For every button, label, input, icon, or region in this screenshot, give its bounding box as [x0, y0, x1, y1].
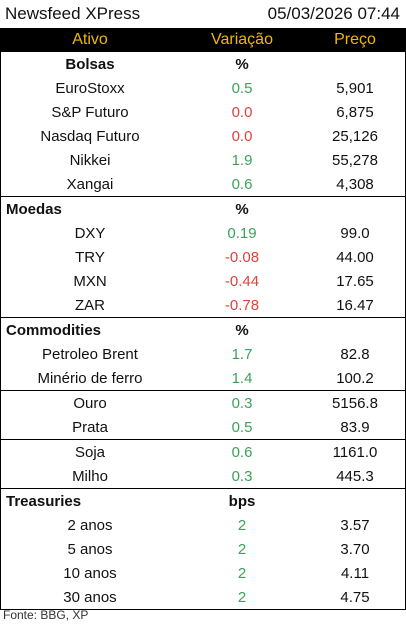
section-unit: % [235, 200, 249, 218]
table-row: Petroleo Brent 1.7 82.8 [1, 342, 405, 366]
change-value: 0.19 [227, 224, 257, 242]
price-value: 99.0 [340, 224, 370, 242]
timestamp: 05/03/2026 07:44 [267, 3, 400, 23]
asset-name: Ouro [73, 394, 107, 412]
asset-name: EuroStoxx [55, 79, 125, 97]
section-header-moedas: Moedas % [1, 196, 405, 221]
price-value: 5,901 [336, 79, 374, 97]
change-value: 2 [237, 564, 247, 582]
section-unit: % [235, 55, 249, 73]
asset-name: MXN [73, 272, 107, 290]
price-value: 100.2 [336, 369, 374, 387]
change-value: 0.6 [231, 443, 253, 461]
price-value: 17.65 [336, 272, 374, 290]
change-value: 0.3 [231, 394, 253, 412]
column-header-price: Preço [334, 31, 376, 48]
price-value: 83.9 [340, 418, 370, 436]
change-value: 2 [237, 588, 247, 606]
change-value: 1.7 [231, 345, 253, 363]
section-header-commodities: Commodities % [1, 317, 405, 342]
page-title: Newsfeed XPress [5, 3, 141, 23]
section-title: Moedas [6, 200, 62, 218]
change-value: 0.3 [231, 467, 253, 485]
section-header-bolsas: Bolsas % [1, 52, 405, 76]
asset-name: 2 anos [67, 516, 113, 534]
column-header-asset: Ativo [72, 31, 108, 48]
change-value: 1.4 [231, 369, 253, 387]
asset-name: Petroleo Brent [42, 345, 138, 363]
price-value: 4.11 [340, 564, 370, 582]
asset-name: DXY [74, 224, 106, 242]
table-row: Nikkei 1.9 55,278 [1, 148, 405, 172]
price-value: 4,308 [336, 175, 374, 193]
change-value: 1.9 [231, 151, 253, 169]
asset-name: Xangai [66, 175, 114, 193]
asset-name: ZAR [75, 296, 105, 314]
source-note: Fonte: BBG, XP [3, 608, 89, 622]
price-value: 44.00 [336, 248, 374, 266]
asset-name: S&P Futuro [51, 103, 129, 121]
market-table: Ativo Variação Preço Bolsas % EuroStoxx … [0, 28, 406, 610]
column-header-row: Ativo Variação Preço [1, 28, 405, 52]
table-row: Minério de ferro 1.4 100.2 [1, 366, 405, 390]
change-value: 0.6 [231, 175, 253, 193]
table-row: TRY -0.08 44.00 [1, 245, 405, 269]
section-title: Treasuries [6, 492, 82, 510]
table-row: DXY 0.19 99.0 [1, 221, 405, 245]
asset-name: Prata [72, 418, 108, 436]
column-header-change: Variação [211, 31, 273, 48]
price-value: 3.57 [340, 516, 370, 534]
table-row: MXN -0.44 17.65 [1, 269, 405, 293]
change-value: 2 [237, 540, 247, 558]
table-row: Milho 0.3 445.3 [1, 464, 405, 488]
asset-name: Nasdaq Futuro [40, 127, 140, 145]
table-row: 10 anos 2 4.11 [1, 561, 405, 585]
change-value: 0.0 [231, 103, 253, 121]
table-row: Soja 0.6 1161.0 [1, 439, 405, 464]
table-row: EuroStoxx 0.5 5,901 [1, 76, 405, 100]
table-row: Nasdaq Futuro 0.0 25,126 [1, 124, 405, 148]
change-value: 0.5 [231, 79, 253, 97]
price-value: 6,875 [336, 103, 374, 121]
asset-name: 30 anos [63, 588, 117, 606]
price-value: 25,126 [332, 127, 378, 145]
table-row: Prata 0.5 83.9 [1, 415, 405, 439]
section-title: Bolsas [65, 55, 115, 73]
change-value: 2 [237, 516, 247, 534]
table-row: Ouro 0.3 5156.8 [1, 390, 405, 415]
table-row: Xangai 0.6 4,308 [1, 172, 405, 196]
asset-name: 5 anos [67, 540, 113, 558]
price-value: 82.8 [340, 345, 370, 363]
title-bar: Newsfeed XPress 05/03/2026 07:44 [0, 0, 406, 27]
table-row: 30 anos 2 4.75 [1, 585, 405, 609]
asset-name: Milho [72, 467, 108, 485]
asset-name: 10 anos [63, 564, 117, 582]
asset-name: TRY [75, 248, 105, 266]
change-value: -0.44 [224, 272, 260, 290]
change-value: 0.0 [231, 127, 253, 145]
change-value: -0.78 [224, 296, 260, 314]
table-row: ZAR -0.78 16.47 [1, 293, 405, 317]
section-unit: bps [228, 492, 256, 510]
table-row: S&P Futuro 0.0 6,875 [1, 100, 405, 124]
asset-name: Nikkei [69, 151, 111, 169]
table-row: 2 anos 2 3.57 [1, 513, 405, 537]
change-value: -0.08 [224, 248, 260, 266]
asset-name: Soja [74, 443, 106, 461]
price-value: 4.75 [340, 588, 370, 606]
price-value: 5156.8 [332, 394, 378, 412]
price-value: 1161.0 [332, 443, 378, 461]
price-value: 3.70 [340, 540, 370, 558]
change-value: 0.5 [231, 418, 253, 436]
price-value: 16.47 [336, 296, 374, 314]
price-value: 445.3 [336, 467, 374, 485]
section-title: Commodities [6, 321, 102, 339]
asset-name: Minério de ferro [37, 369, 143, 387]
section-unit: % [235, 321, 249, 339]
section-header-treasuries: Treasuries bps [1, 488, 405, 513]
table-row: 5 anos 2 3.70 [1, 537, 405, 561]
price-value: 55,278 [332, 151, 378, 169]
